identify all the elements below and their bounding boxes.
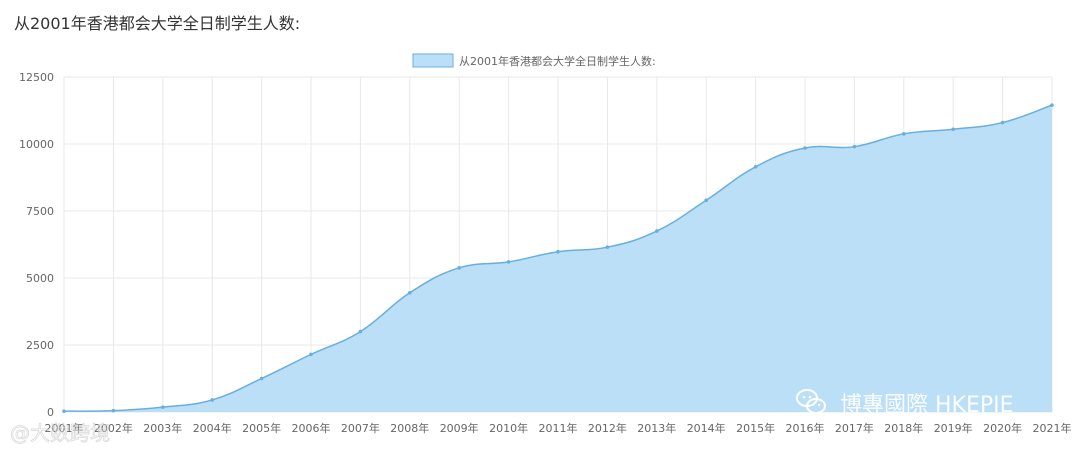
data-point-2017年[interactable] — [852, 144, 857, 149]
x-tick-label: 2013年 — [637, 421, 676, 435]
data-point-2004年[interactable] — [210, 398, 214, 402]
x-tick-label: 2001年 — [45, 421, 84, 435]
x-tick-label: 2014年 — [687, 421, 726, 435]
data-point-2002年[interactable] — [111, 408, 116, 413]
x-tick-label: 2010年 — [489, 421, 528, 435]
y-tick-label: 12500 — [19, 71, 54, 84]
data-point-2009年[interactable] — [457, 266, 462, 270]
chart-legend[interactable]: 从2001年香港都会大学全日制学生人数: — [412, 53, 656, 68]
x-tick-label: 2020年 — [983, 421, 1022, 435]
data-point-2006年[interactable] — [309, 352, 313, 357]
watermark-right-text: 博專國際 HKEPIE — [840, 393, 1014, 418]
page-title: 从2001年香港都会大学全日制学生人数: — [14, 14, 301, 33]
data-point-2019年[interactable] — [951, 127, 955, 132]
data-point-2021年[interactable] — [1050, 103, 1054, 107]
x-tick-label: 2016年 — [786, 421, 825, 435]
watermark-left: @大数跨境 — [10, 421, 111, 446]
y-tick-label: 5000 — [26, 272, 54, 285]
x-tick-label: 2019年 — [934, 421, 973, 435]
legend-swatch[interactable] — [412, 53, 454, 68]
x-tick-label: 2004年 — [193, 421, 232, 435]
y-axis-ticks: 0 2500 5000 7500 10000 12500 — [19, 71, 54, 419]
legend-label[interactable]: 从2001年香港都会大学全日制学生人数: — [459, 54, 656, 68]
data-point-2005年[interactable] — [259, 376, 264, 381]
data-point-2001年[interactable] — [62, 409, 66, 413]
data-point-2007年[interactable] — [358, 329, 363, 334]
x-tick-label: 2005年 — [242, 421, 281, 435]
x-tick-label: 2011年 — [539, 421, 578, 435]
data-point-2016年[interactable] — [803, 146, 807, 150]
y-tick-label: 7500 — [26, 205, 54, 218]
y-tick-label: 0 — [47, 406, 54, 419]
data-point-2015年[interactable] — [753, 164, 758, 169]
data-point-2008年[interactable] — [408, 290, 412, 295]
data-point-2003年[interactable] — [161, 405, 165, 409]
x-tick-label: 2009年 — [440, 421, 479, 435]
x-tick-label: 2018年 — [884, 421, 923, 435]
x-tick-label: 2017年 — [835, 421, 874, 435]
x-tick-label: 2021年 — [1033, 421, 1072, 435]
x-tick-label: 2006年 — [292, 421, 331, 435]
x-tick-label: 2002年 — [94, 421, 133, 435]
data-point-2020年[interactable] — [1000, 120, 1005, 125]
data-point-2013年[interactable] — [655, 229, 659, 233]
watermark-right: 博專國際 HKEPIE — [796, 389, 1014, 418]
x-tick-label: 2007年 — [341, 421, 380, 435]
data-point-2012年[interactable] — [605, 245, 610, 249]
data-points — [62, 103, 1054, 413]
x-tick-label: 2003年 — [143, 421, 182, 435]
data-point-2018年[interactable] — [902, 132, 906, 136]
x-tick-label: 2008年 — [390, 421, 429, 435]
data-point-2014年[interactable] — [704, 198, 708, 203]
wechat-icon — [796, 389, 826, 414]
series-area — [64, 105, 1052, 412]
data-point-2010年[interactable] — [506, 260, 511, 264]
y-tick-label: 2500 — [26, 339, 54, 352]
watermark-left-text: @大数跨境 — [10, 421, 110, 445]
x-axis-ticks: 2001年 2002年 2003年 2004年 2005年 2006年 2007年 2008年… — [45, 421, 1072, 435]
data-point-2011年[interactable] — [556, 249, 560, 254]
x-tick-label: 2015年 — [736, 421, 775, 435]
x-tick-label: 2012年 — [588, 421, 627, 435]
y-tick-label: 10000 — [19, 138, 54, 151]
